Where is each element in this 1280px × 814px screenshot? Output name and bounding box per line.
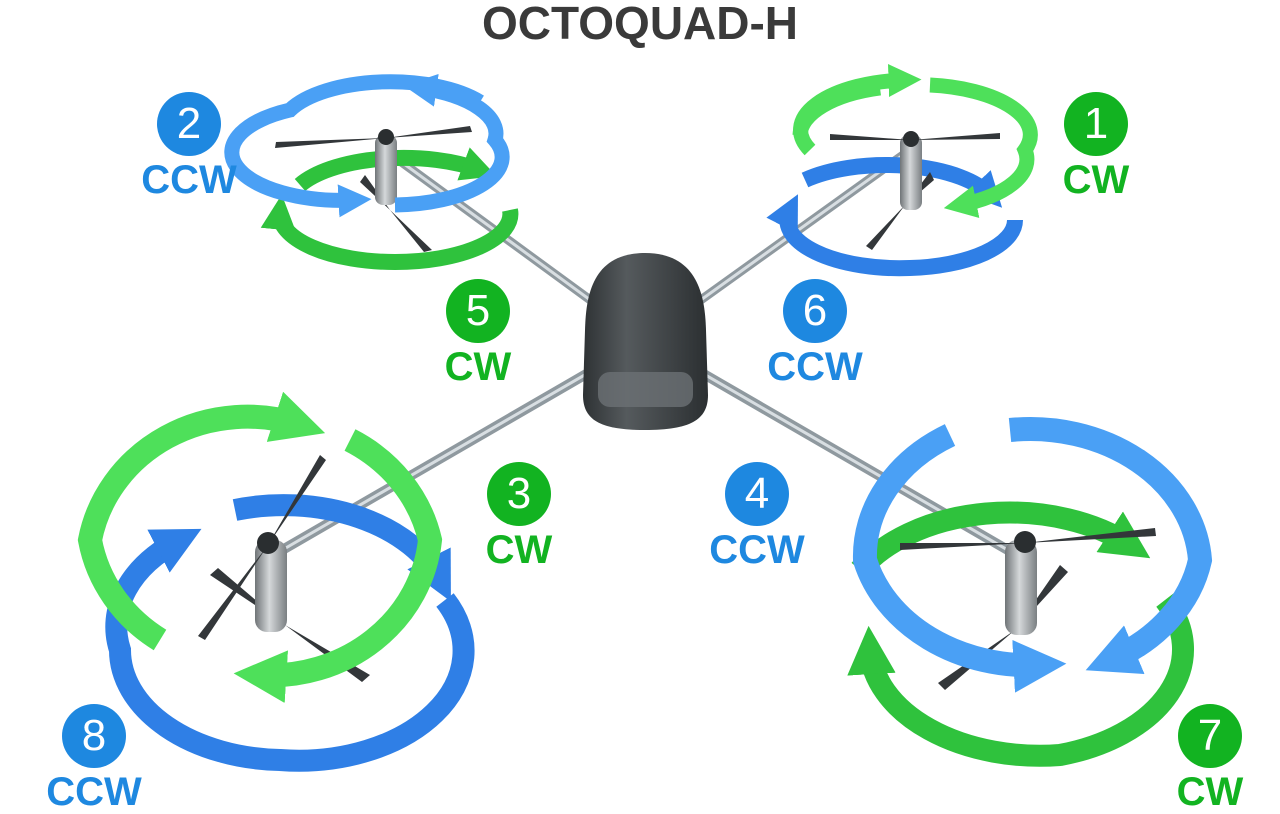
motor-label-5: 5 CW [413,279,543,389]
motor-pair-bottom-right [847,416,1213,767]
motor-number-badge: 7 [1178,704,1242,768]
rotation-direction: CCW [141,158,237,202]
rotation-direction: CCW [709,528,805,572]
motor-number-badge: 1 [1064,92,1128,156]
rotation-direction: CW [1176,770,1244,814]
motor-label-3: 3 CW [454,462,584,572]
rotation-direction: CCW [46,770,142,814]
motor-label-1: 1 CW [1031,92,1161,202]
motor-pair-top-left [224,73,519,271]
motor-pair-top-right [766,64,1038,277]
motor-number-badge: 8 [62,704,126,768]
motor-number-badge: 2 [157,92,221,156]
motor-number-badge: 6 [783,279,847,343]
rotation-direction: CW [444,345,512,389]
motor-label-6: 6 CCW [750,279,880,389]
motor-number-badge: 5 [446,279,510,343]
rotation-direction: CW [1062,158,1130,202]
motor-label-8: 8 CCW [29,704,159,814]
motor-pair-bottom-left [77,391,475,772]
motor-number-badge: 3 [487,462,551,526]
flight-controller-body [583,253,708,430]
motor-label-2: 2 CCW [124,92,254,202]
diagram-title: OCTOQUAD-H [481,0,799,49]
motor-number-badge: 4 [725,462,789,526]
motor-label-4: 4 CCW [692,462,822,572]
rotation-direction: CCW [767,345,863,389]
rotation-direction: CW [485,528,553,572]
motor-label-7: 7 CW [1145,704,1275,814]
